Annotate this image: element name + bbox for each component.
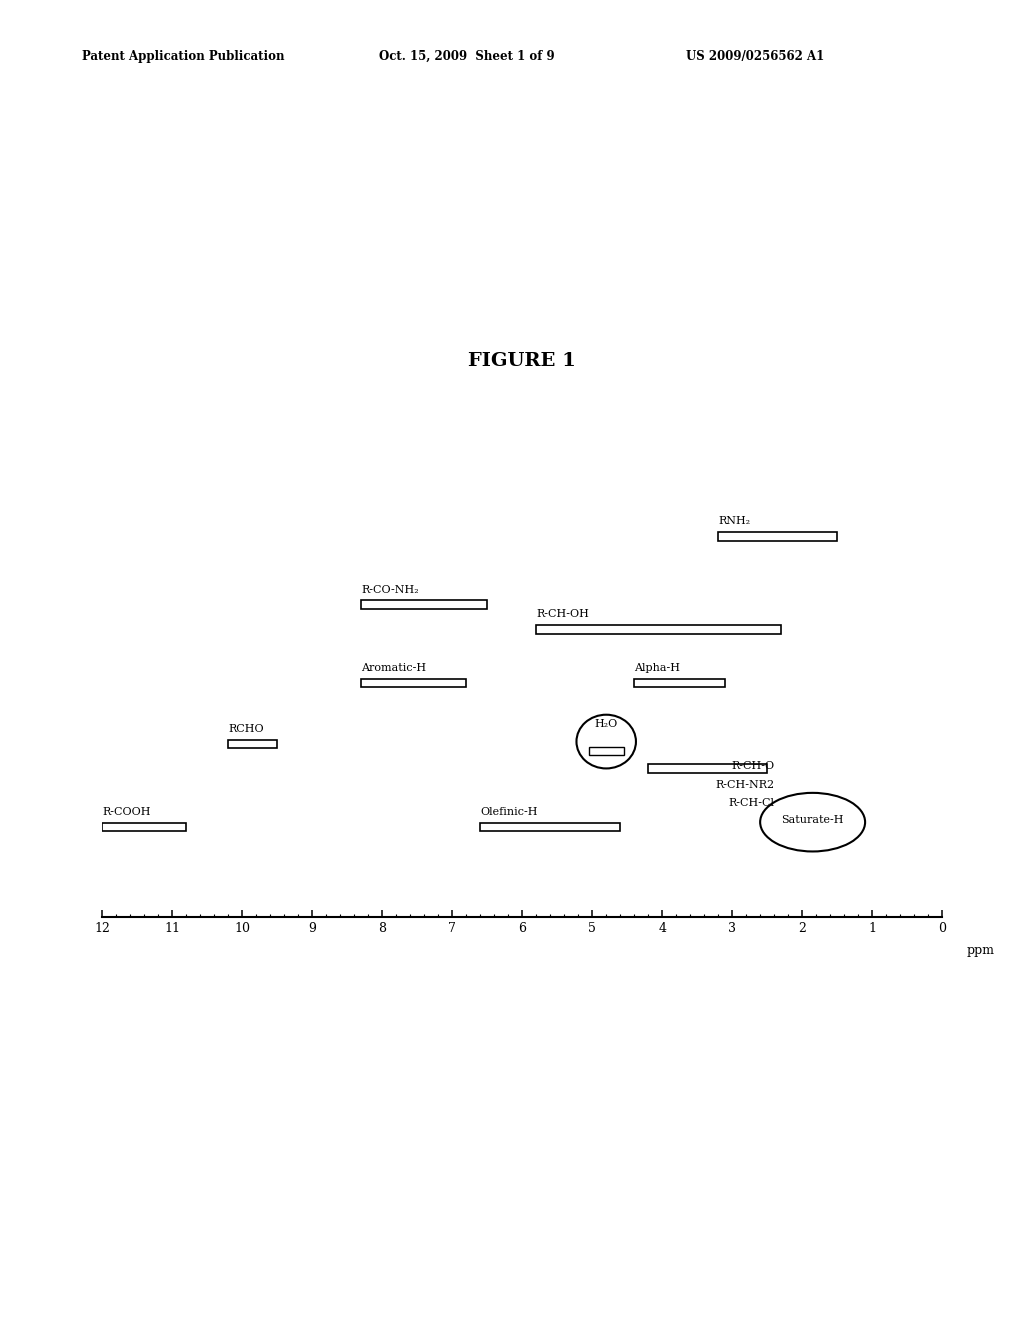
Text: R-CO-NH₂: R-CO-NH₂ (361, 585, 419, 594)
Bar (361, 678, 466, 688)
Text: US 2009/0256562 A1: US 2009/0256562 A1 (686, 50, 824, 63)
Ellipse shape (760, 793, 865, 851)
Bar (718, 532, 837, 541)
Bar (648, 764, 767, 772)
Text: Saturate-H: Saturate-H (781, 814, 844, 825)
Text: Patent Application Publication: Patent Application Publication (82, 50, 285, 63)
Text: H₂O: H₂O (595, 719, 617, 730)
Bar (537, 624, 781, 634)
Text: Olefinic-H: Olefinic-H (480, 807, 538, 817)
Bar (767, 822, 858, 832)
Bar (634, 678, 725, 688)
Text: R-CH-Cl: R-CH-Cl (728, 799, 774, 808)
Text: Alpha-H: Alpha-H (634, 663, 680, 673)
Text: RNH₂: RNH₂ (718, 516, 751, 527)
Text: R-CH-NR2: R-CH-NR2 (715, 780, 774, 789)
Text: Aromatic-H: Aromatic-H (361, 663, 426, 673)
Bar (480, 822, 621, 832)
Bar (102, 822, 186, 832)
Ellipse shape (577, 714, 636, 768)
Bar (228, 739, 278, 748)
Text: R-COOH: R-COOH (102, 807, 151, 817)
Bar (361, 601, 487, 610)
Text: FIGURE 1: FIGURE 1 (468, 351, 577, 370)
Bar (589, 747, 624, 755)
Text: R-CH-O: R-CH-O (731, 762, 774, 771)
Text: ppm: ppm (967, 944, 994, 957)
Text: R-CH-OH: R-CH-OH (537, 609, 589, 619)
Text: RCHO: RCHO (228, 723, 264, 734)
Text: Oct. 15, 2009  Sheet 1 of 9: Oct. 15, 2009 Sheet 1 of 9 (379, 50, 555, 63)
